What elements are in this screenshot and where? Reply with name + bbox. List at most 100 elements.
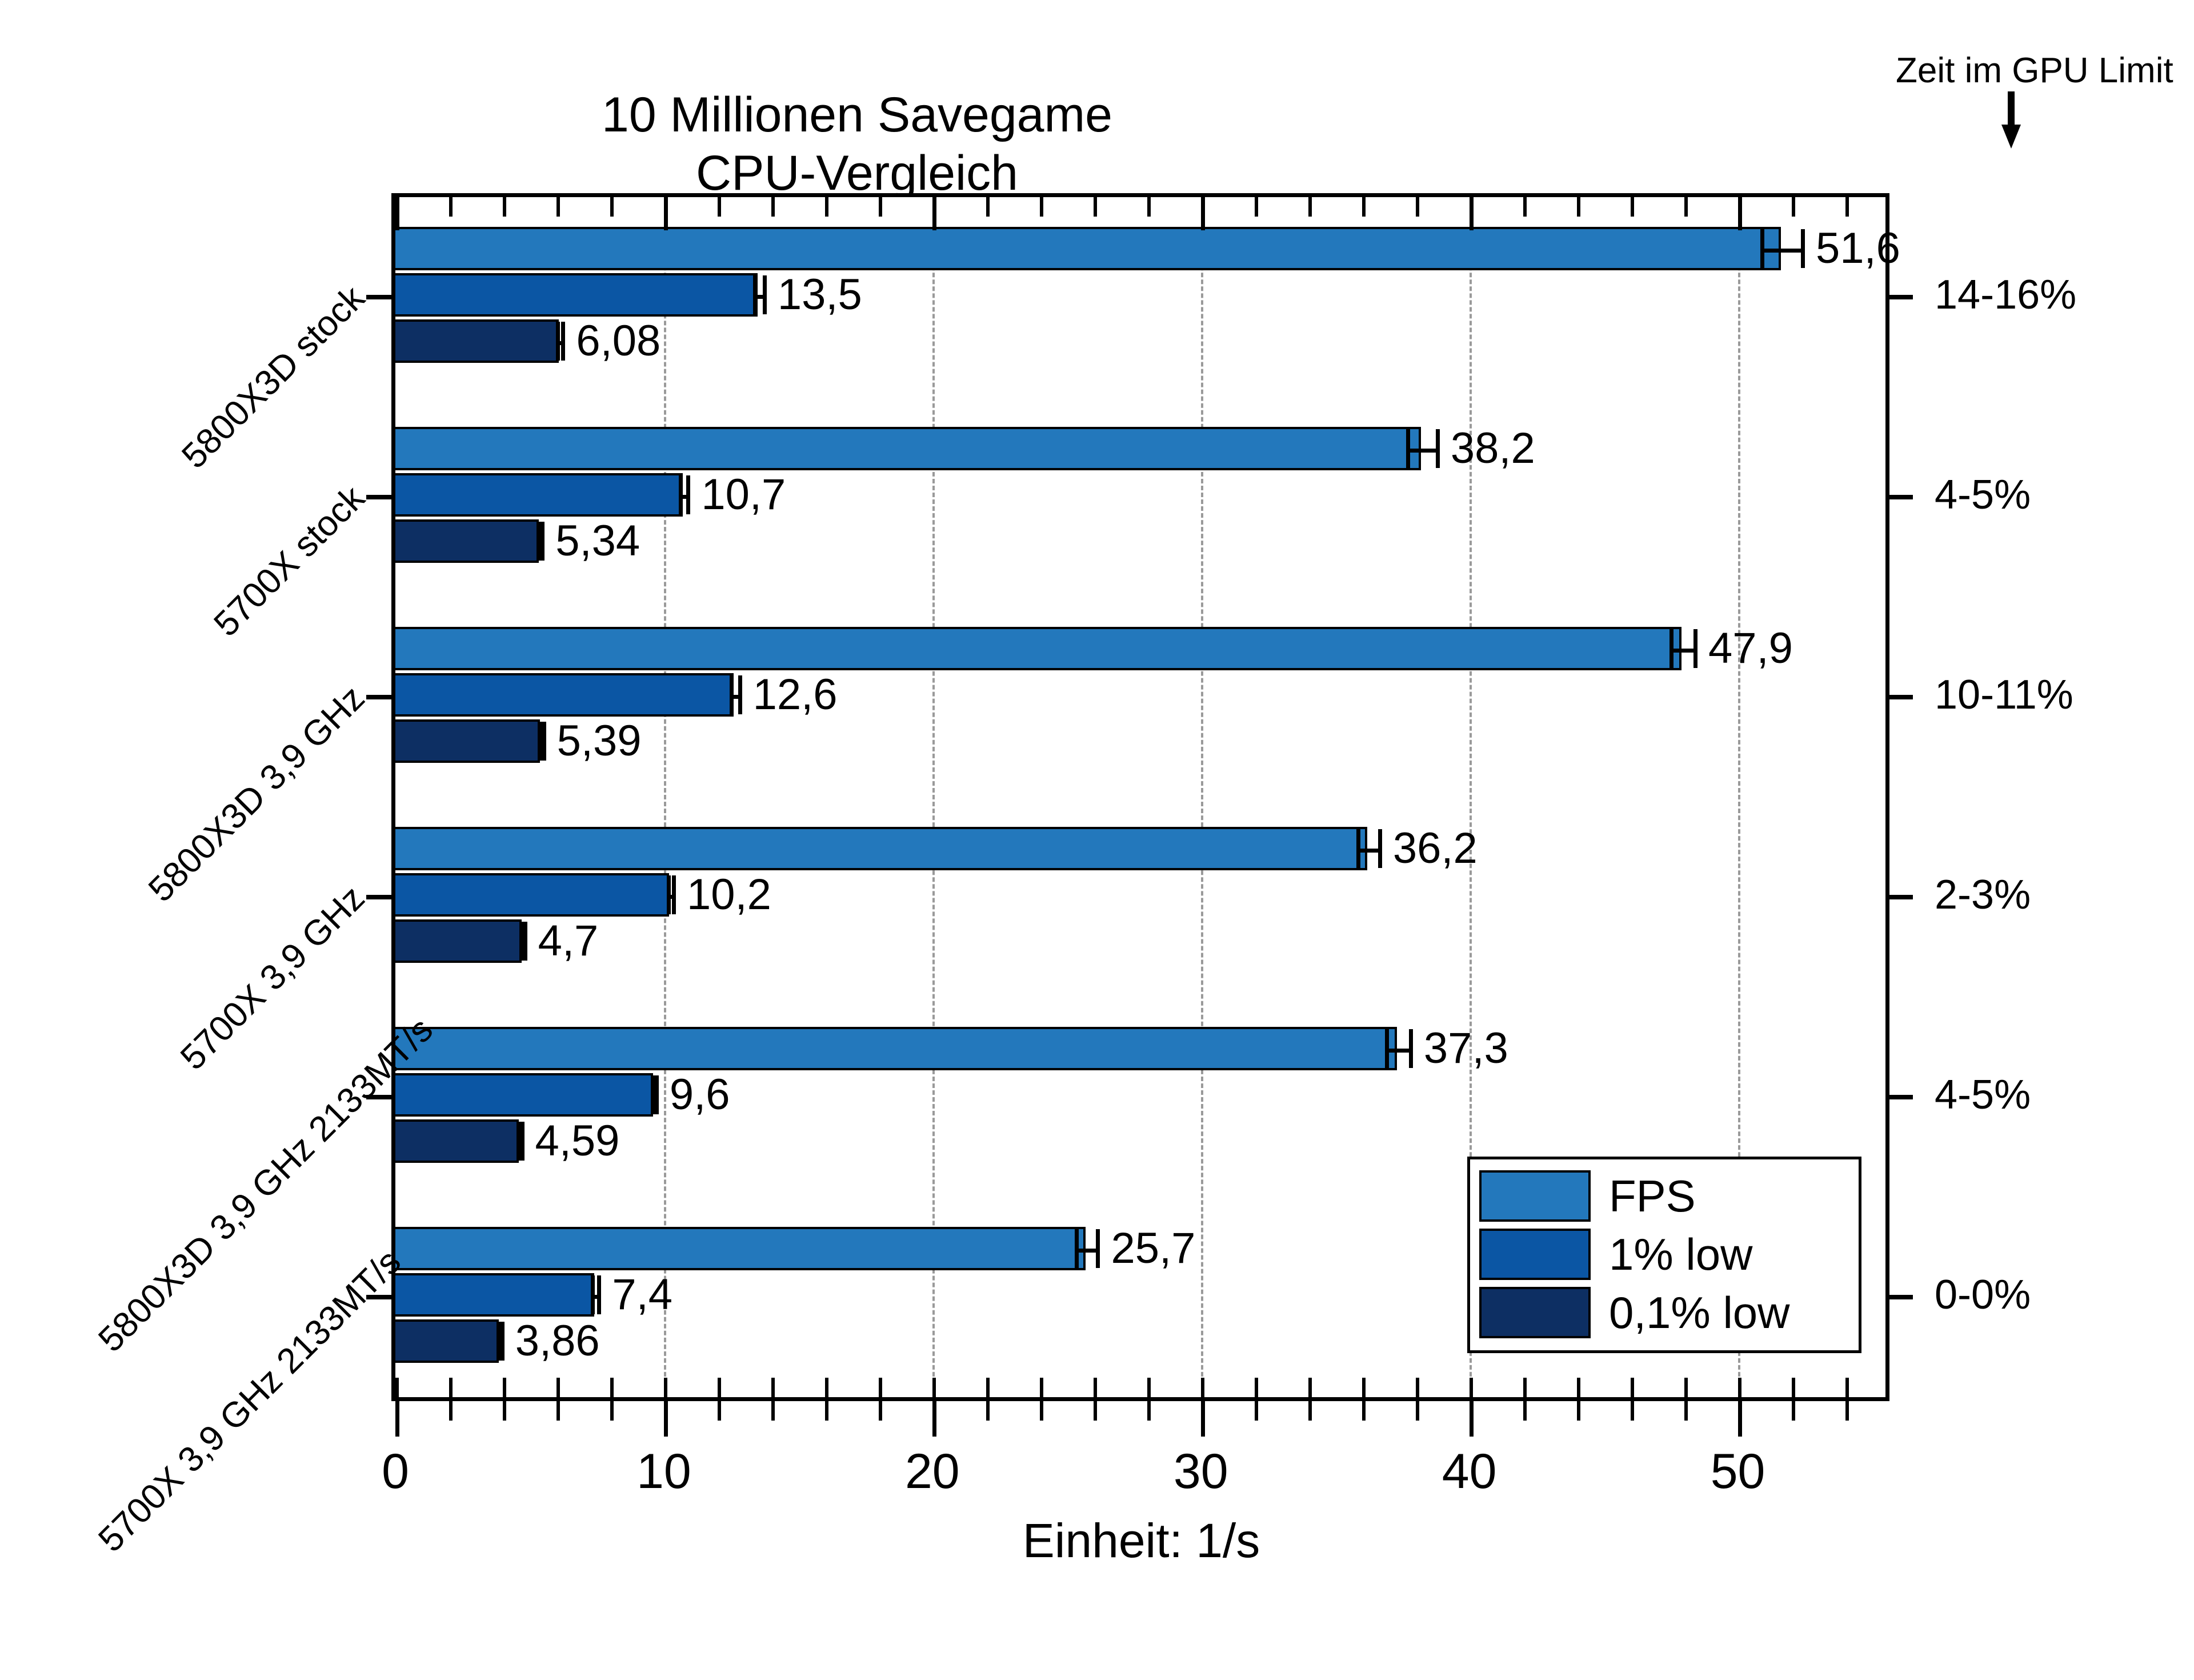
- bar-value-label: 4,59: [535, 1117, 620, 1165]
- bar-0-1-low: [395, 319, 559, 363]
- x-axis-minor-tick: [1576, 1401, 1580, 1421]
- axis-major-tick: [1469, 197, 1474, 230]
- x-axis-minor-tick: [1630, 1401, 1634, 1421]
- down-arrow-icon: [2001, 91, 2021, 149]
- bar-1-low: [395, 1273, 594, 1317]
- error-bar-cap: [520, 922, 525, 961]
- bar-0-1-low: [395, 1119, 519, 1163]
- secondary-axis-tick: [1885, 295, 1913, 299]
- error-bar-cap: [1669, 629, 1673, 668]
- axis-minor-tick: [1737, 1378, 1741, 1397]
- bar-0-1-low: [395, 919, 522, 963]
- x-axis-minor-tick: [986, 1401, 990, 1421]
- legend-item[interactable]: 0,1% low: [1479, 1284, 1849, 1341]
- axis-minor-tick: [1684, 197, 1688, 217]
- error-bar-cap: [762, 275, 767, 314]
- bar-fps: [395, 427, 1422, 470]
- x-axis-tick-label: 40: [1442, 1444, 1497, 1499]
- axis-minor-tick: [878, 1378, 882, 1397]
- axis-minor-tick: [556, 1378, 560, 1397]
- bar-fps: [395, 1227, 1086, 1270]
- bar-value-label: 13,5: [777, 270, 862, 319]
- x-axis-minor-tick: [1684, 1401, 1688, 1421]
- axis-minor-tick: [1362, 1378, 1366, 1397]
- error-bar-cap: [666, 875, 671, 914]
- bar-value-label: 5,39: [556, 717, 642, 765]
- axis-minor-tick: [1791, 1378, 1795, 1397]
- x-axis-minor-tick: [1308, 1401, 1312, 1421]
- legend-item[interactable]: 1% low: [1479, 1226, 1849, 1283]
- x-axis-minor-tick: [878, 1401, 882, 1421]
- axis-major-tick: [1200, 197, 1205, 230]
- axis-minor-tick: [717, 197, 721, 217]
- x-axis-minor-tick: [1845, 1401, 1849, 1421]
- error-bar-cap: [1693, 629, 1697, 668]
- error-bar-cap: [542, 722, 546, 761]
- legend-label-01pct-low: 0,1% low: [1609, 1287, 1790, 1338]
- legend-label-fps: FPS: [1609, 1171, 1696, 1221]
- gridline: [663, 197, 666, 1397]
- bar-value-label: 36,2: [1392, 824, 1478, 873]
- axis-minor-tick: [502, 197, 506, 217]
- secondary-axis-tick-label: 10-11%: [1935, 672, 2073, 718]
- secondary-axis-tick-label: 0-0%: [1935, 1272, 2031, 1318]
- axis-minor-tick: [1200, 1378, 1204, 1397]
- axis-minor-tick: [1415, 197, 1419, 217]
- gridline: [932, 197, 935, 1397]
- bar-value-label: 38,2: [1450, 424, 1535, 473]
- bar-value-label: 10,2: [687, 870, 771, 919]
- secondary-axis-tick-label: 2-3%: [1935, 872, 2031, 918]
- error-bar-cap: [1096, 1229, 1100, 1268]
- bar-fps: [395, 827, 1368, 870]
- secondary-axis-tick-label: 4-5%: [1935, 472, 2031, 518]
- error-bar-cap: [654, 1075, 659, 1114]
- axis-major-tick: [1737, 197, 1742, 230]
- secondary-axis-tick: [1885, 695, 1913, 699]
- x-axis-minor-tick: [1362, 1401, 1366, 1421]
- x-axis-tick-label: 0: [382, 1444, 409, 1499]
- bar-0-1-low: [395, 519, 539, 563]
- x-axis-minor-tick: [717, 1401, 721, 1421]
- bar-0-1-low: [395, 1319, 499, 1363]
- x-axis-ticks: 0 10 20 30 40 50: [382, 1401, 1889, 1499]
- axis-minor-tick: [932, 1378, 936, 1397]
- error-bar-cap: [500, 1322, 505, 1361]
- error-bar-cap: [1408, 1029, 1413, 1068]
- error-bar-cap: [651, 1075, 656, 1114]
- error-bar-cap: [1074, 1229, 1079, 1268]
- axis-major-tick: [663, 197, 668, 230]
- axis-minor-tick: [824, 197, 828, 217]
- error-bar: [1384, 1049, 1409, 1053]
- legend-item[interactable]: FPS: [1479, 1167, 1849, 1225]
- x-axis-minor-tick: [771, 1401, 775, 1421]
- error-bar: [1074, 1249, 1096, 1253]
- x-axis-major-tick: [932, 1401, 936, 1437]
- legend-swatch-01pct-low: [1479, 1287, 1591, 1338]
- axis-minor-tick: [663, 1378, 667, 1397]
- axis-minor-tick: [1093, 197, 1097, 217]
- bar-value-label: 25,7: [1111, 1224, 1196, 1273]
- x-axis-tick-label: 10: [636, 1444, 691, 1499]
- x-axis-major-tick: [1737, 1401, 1742, 1437]
- axis-minor-tick: [1362, 197, 1366, 217]
- error-bar-cap: [498, 1322, 502, 1361]
- error-bar-cap: [1384, 1029, 1389, 1068]
- x-axis-minor-tick: [1415, 1401, 1419, 1421]
- bar-fps: [395, 227, 1781, 270]
- error-bar: [1406, 449, 1436, 453]
- error-bar: [1669, 649, 1693, 653]
- axis-minor-tick: [1469, 1378, 1473, 1397]
- gridline: [1200, 197, 1203, 1397]
- chart-title-line-1: 10 Millionen Savegame: [602, 87, 1112, 143]
- axis-minor-tick: [717, 1378, 721, 1397]
- bar-value-label: 6,08: [576, 317, 661, 365]
- axis-minor-tick: [1523, 1378, 1527, 1397]
- y-axis-tick: [366, 1295, 391, 1299]
- x-axis-major-tick: [663, 1401, 668, 1437]
- legend-swatch-1pct-low: [1479, 1229, 1591, 1280]
- error-bar-cap: [597, 1275, 602, 1314]
- bar-value-label: 3,86: [515, 1317, 600, 1365]
- bar-value-label: 7,4: [612, 1270, 673, 1319]
- error-bar: [1356, 849, 1378, 853]
- secondary-axis-tick: [1885, 895, 1913, 899]
